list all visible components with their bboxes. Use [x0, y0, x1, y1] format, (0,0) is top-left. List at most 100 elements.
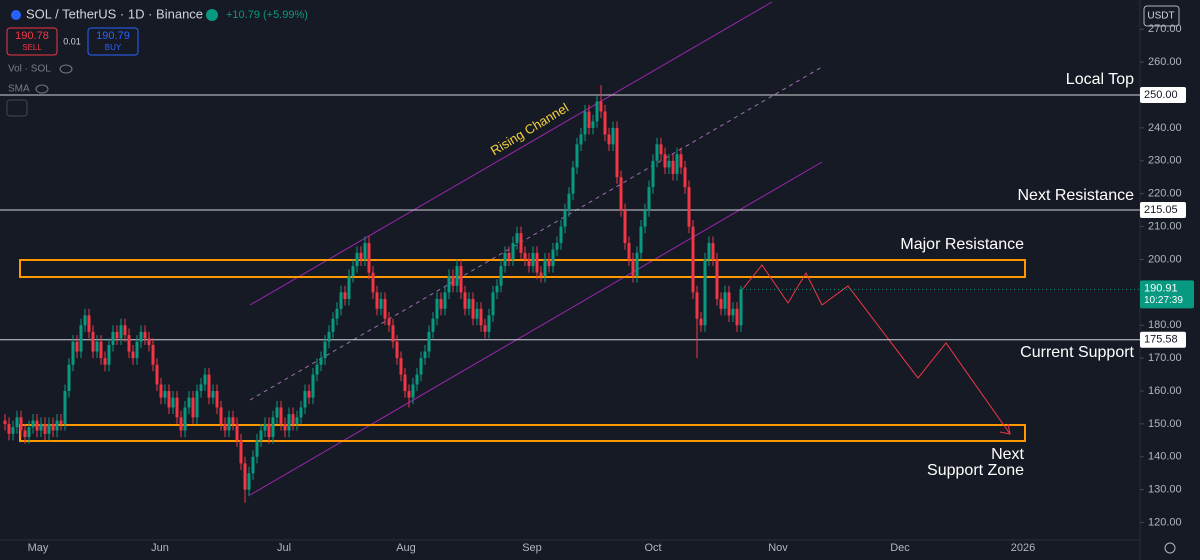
candle-body: [407, 391, 411, 398]
y-tick-label: 260.00: [1148, 56, 1182, 68]
candle-body: [191, 397, 195, 418]
candle-body: [271, 417, 275, 438]
candle-body: [507, 252, 511, 260]
candle-body: [659, 144, 663, 155]
candle-body: [299, 407, 303, 418]
candle-body: [491, 292, 495, 316]
candle-body: [455, 266, 459, 286]
candle-body: [739, 289, 743, 326]
candle-body: [287, 414, 291, 431]
candle-body: [503, 252, 507, 267]
candle-body: [399, 358, 403, 375]
buy-price[interactable]: 190.79: [96, 30, 130, 42]
y-tick-label: 150.00: [1148, 418, 1182, 430]
candle-body: [711, 243, 715, 260]
candle-body: [111, 331, 115, 345]
candle-body: [731, 308, 735, 316]
candle-body: [79, 325, 83, 352]
candle-body: [171, 397, 175, 408]
eye-icon[interactable]: [59, 64, 73, 74]
candle-body: [147, 338, 151, 345]
eye-icon[interactable]: [35, 84, 49, 94]
candle-body: [115, 331, 119, 339]
candle-body: [239, 440, 243, 464]
candle-body: [107, 344, 111, 365]
candle-body: [703, 259, 707, 326]
candle-body: [279, 407, 283, 424]
candle-body: [367, 243, 371, 273]
candle-body: [103, 358, 107, 365]
y-tick-label: 170.00: [1148, 352, 1182, 364]
candle-body: [735, 308, 739, 326]
buy-label[interactable]: BUY: [105, 43, 122, 52]
candle-body: [623, 210, 627, 244]
candle-body: [475, 308, 479, 319]
candle-body: [727, 292, 731, 316]
candle-body: [215, 391, 219, 408]
candle-body: [707, 243, 711, 260]
candle-body: [283, 423, 287, 431]
candle-body: [219, 407, 223, 424]
candle-body: [663, 154, 667, 168]
candle-body: [423, 351, 427, 359]
candle-body: [167, 391, 171, 408]
annotation: Local Top: [1066, 71, 1134, 88]
x-tick-label: Sep: [522, 542, 542, 554]
sell-price[interactable]: 190.78: [15, 30, 49, 42]
currency[interactable]: USDT: [1147, 11, 1174, 22]
candle-body: [47, 423, 51, 434]
candle-body: [403, 374, 407, 392]
candle-body: [187, 397, 191, 408]
candle-body: [723, 292, 727, 309]
candle-body: [351, 266, 355, 276]
candle-body: [683, 167, 687, 188]
candle-body: [355, 252, 359, 267]
candle-body: [603, 111, 607, 135]
candle-body: [223, 423, 227, 431]
candle-body: [587, 111, 591, 128]
currency-button[interactable]: [1143, 5, 1180, 27]
candle-body: [487, 315, 491, 332]
y-tick-label: 220.00: [1148, 188, 1182, 200]
candle-body: [199, 384, 203, 392]
x-tick-label: Jun: [151, 542, 169, 554]
candle-body: [35, 420, 39, 431]
candle-body: [451, 275, 455, 286]
annotation: Major Resistance: [900, 236, 1024, 253]
candle-body: [571, 167, 575, 194]
candle-body: [27, 427, 31, 438]
candle-body: [715, 259, 719, 299]
change: +10.79 (+5.99%): [226, 9, 308, 21]
buy-button[interactable]: [87, 27, 139, 56]
y-tick-label: 270.00: [1148, 23, 1182, 35]
sell-button[interactable]: [6, 27, 58, 56]
candle-body: [667, 160, 671, 168]
candle-body: [363, 243, 367, 260]
candle-body: [303, 391, 307, 408]
settings-icon[interactable]: [1164, 542, 1176, 554]
sell-label[interactable]: SELL: [22, 43, 42, 52]
candle-body: [59, 420, 63, 424]
candle-body: [471, 298, 475, 319]
x-tick-label: May: [28, 542, 49, 554]
candle-body: [447, 275, 451, 293]
candle-body: [631, 259, 635, 276]
x-tick-label: Nov: [768, 542, 788, 554]
candle-body: [163, 391, 167, 398]
candle-body: [63, 391, 67, 424]
candle-body: [135, 341, 139, 359]
candle-body: [91, 331, 95, 352]
price-tag: [1140, 87, 1186, 104]
candle-body: [387, 318, 391, 326]
candle-body: [323, 341, 327, 359]
candle-body: [607, 134, 611, 145]
candle-body: [511, 243, 515, 260]
channel-lower: [249, 161, 823, 496]
candle-body: [331, 318, 335, 332]
candle-body: [151, 344, 155, 365]
collapse-button[interactable]: [6, 99, 28, 117]
candle-body: [71, 341, 75, 365]
candle-body: [619, 177, 623, 211]
